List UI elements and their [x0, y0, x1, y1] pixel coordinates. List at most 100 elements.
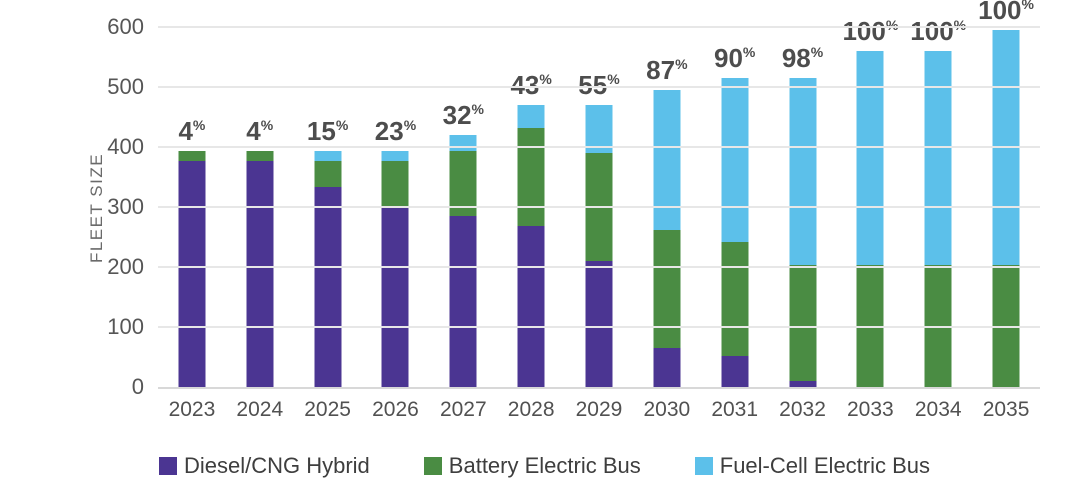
- stacked-bar-2027: [449, 135, 477, 387]
- bar-value-label-2028: 43%: [510, 70, 552, 100]
- bar-value-label-2031: 90%: [713, 43, 756, 73]
- bar-value-label-2030: 87%: [646, 55, 688, 85]
- bar-segment-diesel-cng-hybrid-2030: [653, 348, 681, 387]
- bar-value-label-2029: 55%: [578, 70, 620, 100]
- bar-segment-battery-electric-bus-2024: [246, 151, 274, 161]
- bar-value-label-2026: 23%: [374, 115, 417, 146]
- bar-segment-battery-electric-bus-2028: [517, 127, 545, 227]
- bar-segment-diesel-cng-hybrid-2024: [246, 160, 274, 387]
- x-tick-label-2025: 2025: [304, 398, 351, 421]
- bar-column-2031: 90% 2031: [701, 27, 769, 421]
- x-tick-label-2035: 2035: [982, 398, 1030, 421]
- bar-value-label-2035: 100%: [978, 0, 1034, 25]
- bar-column-2025: 15% 2025: [294, 27, 362, 421]
- legend-item-battery-electric-bus: Battery Electric Bus: [423, 453, 641, 479]
- y-axis-title: FLEET SIZE: [87, 152, 106, 264]
- gridline-100: [158, 326, 1040, 328]
- legend-swatch-icon: [423, 457, 442, 475]
- x-tick-label-2030: 2030: [643, 398, 691, 421]
- bar-value-label-2034: 100%: [910, 16, 967, 46]
- stacked-bar-2028: [517, 105, 545, 387]
- bar-segment-battery-electric-bus-2026: [381, 160, 409, 206]
- x-tick-label-2023: 2023: [168, 398, 216, 421]
- stacked-bar-2030: [653, 90, 681, 387]
- y-tick-label-0: 0: [131, 374, 144, 399]
- bar-segment-battery-electric-bus-2030: [653, 229, 681, 348]
- bar-segment-battery-electric-bus-2032: [789, 264, 817, 381]
- bar-segment-battery-electric-bus-2025: [314, 161, 342, 188]
- legend-swatch-icon: [158, 457, 177, 475]
- plot-area: 4% 2023 4% 2024 15% 2025 23% 2026 32% 2027 43% 2028…: [107, 0, 1040, 421]
- bar-value-label-2033: 100%: [842, 16, 899, 46]
- bar-segment-diesel-cng-hybrid-2023: [178, 160, 206, 387]
- legend-item-diesel-cng-hybrid: Diesel/CNG Hybrid: [158, 453, 370, 479]
- bar-value-label-2027: 32%: [442, 100, 484, 130]
- legend-label: Diesel/CNG Hybrid: [183, 453, 370, 478]
- bar-segment-diesel-cng-hybrid-2028: [517, 226, 545, 387]
- bar-segment-diesel-cng-hybrid-2027: [449, 216, 477, 387]
- legend-item-fuel-cell-electric-bus: Fuel-Cell Electric Bus: [694, 453, 931, 479]
- bar-segment-fuel-cell-electric-bus-2031: [721, 78, 749, 242]
- stacked-bar-2034: [924, 51, 952, 387]
- bar-segment-fuel-cell-electric-bus-2033: [856, 51, 884, 266]
- bar-segment-fuel-cell-electric-bus-2032: [789, 78, 817, 265]
- gridline-600: [158, 26, 1040, 28]
- bar-segment-fuel-cell-electric-bus-2029: [585, 105, 613, 153]
- legend: Diesel/CNG Hybrid Battery Electric Bus Fue…: [0, 453, 1089, 479]
- stacked-bar-2031: [721, 78, 749, 387]
- bar-column-2032: 98% 2032: [769, 27, 837, 421]
- y-tick-label-300: 300: [107, 194, 144, 219]
- bar-value-label-2025: 15%: [306, 115, 349, 146]
- bar-segment-diesel-cng-hybrid-2029: [585, 261, 613, 387]
- stacked-bar-2025: [314, 150, 342, 387]
- bar-column-2024: 4% 2024: [226, 27, 294, 421]
- y-tick-label-100: 100: [107, 314, 144, 339]
- bar-segment-fuel-cell-electric-bus-2027: [449, 135, 477, 152]
- bar-segment-battery-electric-bus-2031: [721, 241, 749, 356]
- bar-segment-battery-electric-bus-2027: [449, 151, 477, 216]
- bar-segment-diesel-cng-hybrid-2026: [381, 205, 409, 387]
- x-tick-label-2028: 2028: [507, 398, 555, 421]
- gridline-300: [158, 206, 1040, 208]
- bar-segment-fuel-cell-electric-bus-2034: [924, 51, 952, 266]
- x-tick-label-2033: 2033: [847, 398, 894, 421]
- stacked-bar-2024: [246, 151, 274, 387]
- bar-segment-battery-electric-bus-2023: [178, 151, 206, 161]
- stacked-bar-2035: [992, 30, 1020, 387]
- legend-label: Fuel-Cell Electric Bus: [719, 453, 931, 478]
- y-tick-label-500: 500: [107, 74, 144, 99]
- bar-segment-fuel-cell-electric-bus-2025: [314, 150, 342, 162]
- gridline-500: [158, 86, 1040, 88]
- stacked-bar-2023: [178, 151, 206, 387]
- bar-column-2028: 43% 2028: [497, 27, 565, 421]
- x-tick-label-2032: 2032: [779, 398, 826, 421]
- bar-value-label-2032: 98%: [781, 43, 824, 73]
- bar-value-label-2024: 4%: [246, 116, 274, 147]
- x-tick-label-2029: 2029: [575, 398, 623, 421]
- bar-segment-diesel-cng-hybrid-2025: [314, 187, 342, 387]
- stacked-bar-2026: [381, 150, 409, 387]
- bar-column-2027: 32% 2027: [429, 27, 497, 421]
- stacked-bar-2033: [856, 51, 884, 387]
- gridline-200: [158, 266, 1040, 268]
- y-tick-label-200: 200: [107, 254, 144, 279]
- x-tick-label-2031: 2031: [711, 398, 759, 421]
- bar-column-2023: 4% 2023: [158, 27, 226, 421]
- bar-segment-fuel-cell-electric-bus-2030: [653, 90, 681, 230]
- y-tick-label-600: 600: [107, 14, 144, 39]
- y-tick-label-400: 400: [107, 134, 144, 159]
- x-tick-label-2027: 2027: [439, 398, 487, 421]
- gridline-400: [158, 146, 1040, 148]
- bar-column-2026: 23% 2026: [362, 27, 430, 421]
- legend-swatch-icon: [694, 457, 713, 475]
- x-tick-label-2026: 2026: [372, 398, 419, 421]
- bar-segment-fuel-cell-electric-bus-2028: [517, 105, 545, 128]
- legend-label: Battery Electric Bus: [448, 453, 641, 478]
- stacked-bar-2032: [789, 78, 817, 387]
- bar-segment-diesel-cng-hybrid-2031: [721, 355, 749, 387]
- bar-value-label-2023: 4%: [178, 116, 206, 147]
- bar-segment-diesel-cng-hybrid-2032: [789, 381, 817, 387]
- x-tick-label-2024: 2024: [236, 398, 284, 421]
- x-tick-label-2034: 2034: [914, 398, 962, 421]
